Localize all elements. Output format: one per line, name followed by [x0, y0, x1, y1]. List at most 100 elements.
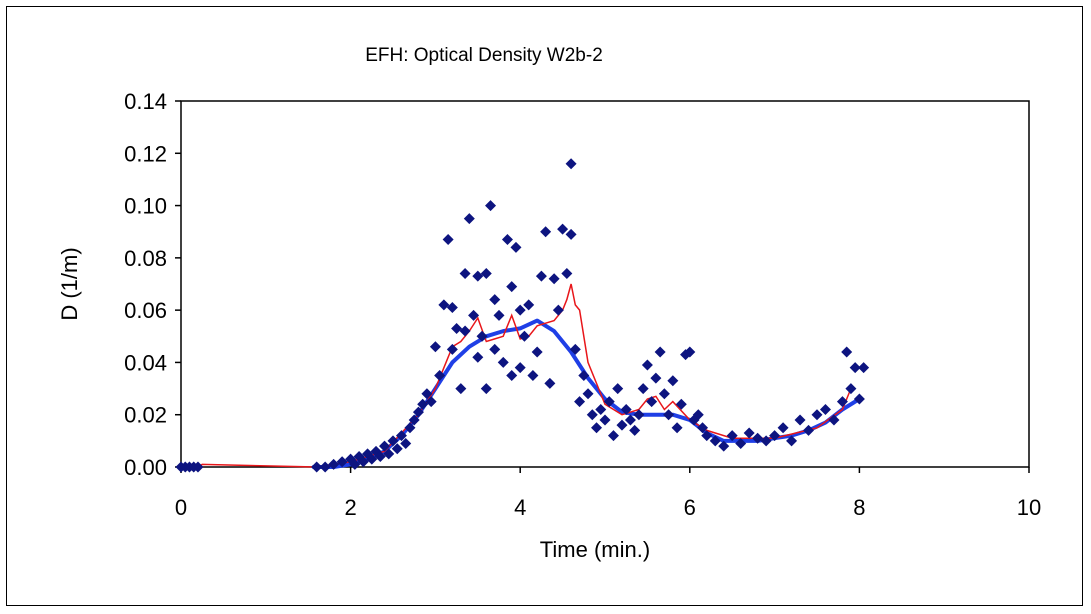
y-tick-label: 0.02 — [124, 403, 167, 428]
data-point — [548, 273, 560, 285]
data-point — [819, 403, 831, 415]
data-point — [434, 370, 446, 381]
chart-frame: EFH: Optical Density W2b-2 0.00 0.02 0.04 0… — [6, 6, 1083, 606]
data-point — [574, 396, 586, 408]
data-point — [493, 309, 505, 321]
data-point — [531, 346, 543, 358]
data-point — [697, 422, 709, 434]
data-point — [603, 396, 615, 408]
data-point — [612, 383, 624, 395]
data-point — [828, 414, 840, 426]
data-point — [641, 359, 653, 371]
data-point — [459, 268, 471, 280]
data-point — [472, 270, 484, 282]
data-point — [476, 330, 488, 342]
data-point — [684, 346, 696, 358]
y-tick-label: 0.04 — [124, 350, 167, 375]
data-point — [726, 430, 738, 442]
data-point — [786, 435, 798, 447]
data-point — [557, 223, 569, 235]
y-tick-label: 0.00 — [124, 455, 167, 480]
data-point — [404, 422, 416, 434]
data-point — [565, 228, 577, 240]
plot-area — [180, 100, 1030, 468]
data-point — [624, 414, 636, 426]
y-tick-label: 0.06 — [124, 298, 167, 323]
data-point — [463, 213, 475, 225]
data-point — [607, 430, 619, 442]
scatter-points-layer — [175, 158, 870, 473]
chart-title: EFH: Optical Density W2b-2 — [365, 45, 603, 66]
data-point — [811, 409, 823, 421]
data-point — [616, 419, 628, 431]
data-point — [671, 422, 683, 434]
data-point — [637, 383, 649, 395]
data-point — [468, 309, 480, 321]
x-axis-ticks: 0 2 4 6 8 10 — [175, 467, 1041, 520]
data-point — [514, 304, 526, 316]
x-tick-label: 6 — [684, 495, 696, 520]
data-point — [506, 281, 518, 293]
data-point — [552, 304, 564, 316]
data-point — [400, 437, 412, 449]
data-point — [379, 440, 391, 452]
data-point — [701, 430, 713, 442]
data-point — [455, 383, 467, 395]
data-point — [527, 370, 539, 381]
data-point — [540, 226, 552, 238]
data-point — [366, 453, 378, 465]
data-point — [357, 456, 369, 468]
data-point — [489, 294, 501, 306]
data-point — [658, 388, 670, 400]
data-point — [841, 346, 853, 358]
data-point — [421, 388, 433, 400]
data-point — [858, 362, 870, 374]
data-point — [654, 346, 666, 358]
data-point — [417, 398, 429, 410]
data-point — [383, 448, 395, 460]
data-point — [633, 409, 645, 421]
data-point — [412, 406, 424, 418]
x-tick-label: 0 — [175, 495, 187, 520]
data-point — [438, 299, 450, 311]
data-point — [743, 427, 755, 439]
data-point — [451, 322, 463, 334]
data-point — [510, 241, 522, 253]
data-point — [769, 430, 781, 442]
y-axis-label: D (1/m) — [57, 247, 82, 320]
data-point — [472, 351, 484, 363]
data-point — [650, 372, 662, 384]
data-point — [374, 451, 386, 463]
data-point — [518, 330, 530, 342]
data-point — [752, 432, 764, 444]
data-point — [667, 375, 679, 387]
data-point — [523, 299, 535, 311]
raw-series-layer — [181, 283, 852, 468]
data-point — [599, 414, 611, 426]
data-point — [578, 370, 590, 381]
data-point — [459, 325, 471, 337]
y-tick-label: 0.14 — [124, 89, 167, 114]
data-point — [311, 461, 323, 473]
data-point — [595, 403, 607, 415]
data-point — [497, 356, 509, 368]
raw-line — [181, 283, 852, 468]
data-point — [565, 158, 577, 170]
y-axis-ticks: 0.00 0.02 0.04 0.06 0.08 0.10 0.12 0.14 — [124, 89, 181, 480]
data-point — [425, 396, 437, 408]
data-point — [777, 422, 789, 434]
x-tick-label: 4 — [514, 495, 526, 520]
data-point — [395, 430, 407, 442]
data-point — [489, 343, 501, 355]
data-point — [429, 341, 441, 353]
data-point — [692, 409, 704, 421]
data-point — [514, 362, 526, 374]
data-point — [646, 396, 658, 408]
data-point — [836, 396, 848, 408]
data-point — [561, 268, 573, 280]
data-point — [442, 234, 454, 246]
data-point — [446, 302, 458, 314]
data-point — [501, 234, 513, 246]
data-point — [535, 270, 547, 282]
x-tick-label: 8 — [853, 495, 865, 520]
